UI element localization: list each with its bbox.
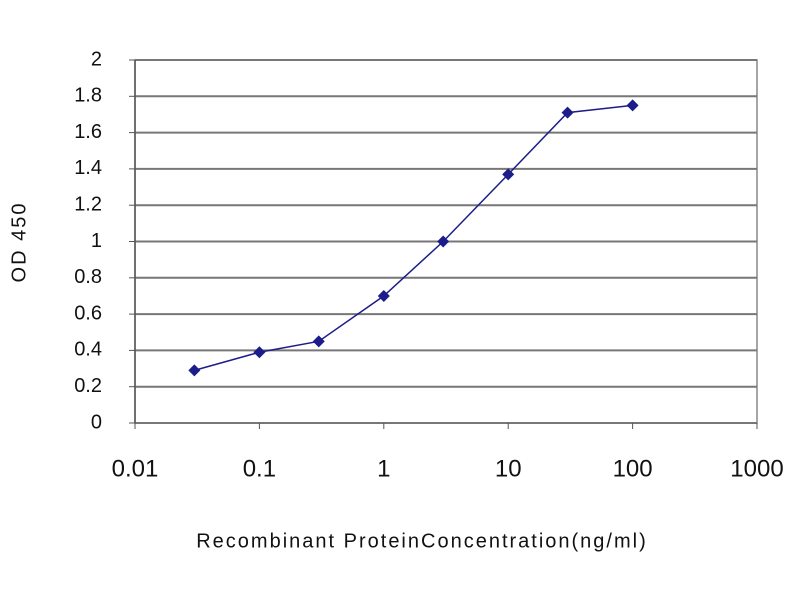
data-point — [253, 346, 266, 359]
y-tick-label: 1 — [91, 230, 102, 252]
data-point — [377, 289, 390, 302]
y-tick-label: 1.2 — [74, 193, 102, 215]
x-tick-label: 0.01 — [112, 455, 159, 482]
x-tick-label: 0.1 — [243, 455, 276, 482]
x-tick-label: 1000 — [730, 455, 783, 482]
data-point — [502, 168, 515, 181]
x-tick-label: 10 — [495, 455, 522, 482]
y-tick-label: 0.8 — [74, 266, 102, 288]
data-point — [561, 106, 574, 119]
data-point — [626, 99, 639, 112]
series-line — [194, 104, 633, 372]
data-point — [437, 235, 450, 248]
y-tick-label: 0.6 — [74, 302, 102, 324]
y-tick-label: 1.8 — [74, 85, 102, 107]
x-tick-label: 1 — [377, 455, 390, 482]
data-point — [188, 364, 201, 377]
y-tick-label: 0.4 — [74, 339, 102, 361]
y-tick-label: 0.2 — [74, 375, 102, 397]
y-tick-label: 0 — [91, 411, 102, 433]
x-axis-label: Recombinant ProteinConcentration(ng/ml) — [196, 530, 648, 552]
y-axis-label: OD 450 — [8, 202, 30, 283]
y-tick-label: 2 — [91, 48, 102, 70]
data-point — [312, 335, 325, 348]
x-tick-label: 100 — [613, 455, 653, 482]
y-tick-label: 1.4 — [74, 157, 102, 179]
y-tick-label: 1.6 — [74, 121, 102, 143]
